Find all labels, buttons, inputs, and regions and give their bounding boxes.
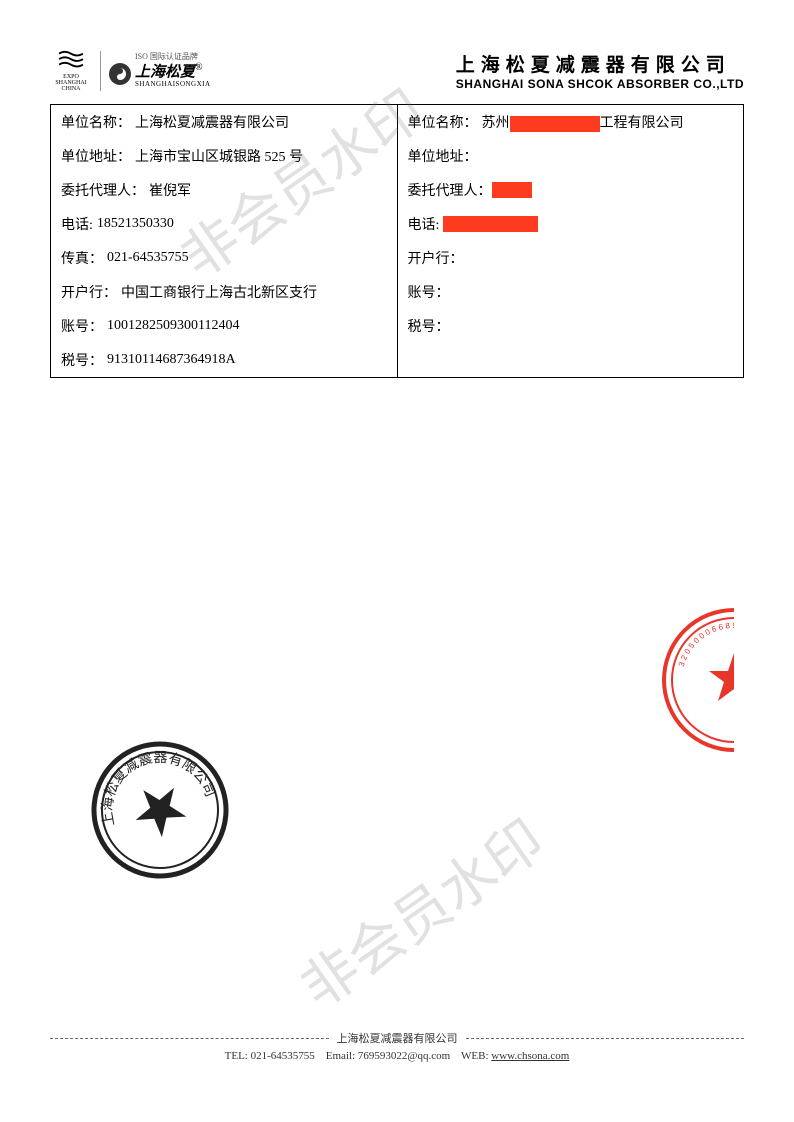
right-addr-row: 单位地址：	[398, 139, 744, 173]
letterhead: EXPO SHANGHAI CHINA ISO 国际认证品牌 上海松夏® SHA…	[50, 50, 744, 92]
value: 021-64535755	[107, 250, 189, 266]
redaction-block	[443, 216, 538, 232]
label: 开户行：	[61, 282, 117, 302]
company-name-cn: 上海松夏减震器有限公司	[456, 50, 744, 77]
svg-text:合同专用章: 合同专用章	[734, 695, 794, 744]
label: 电话:	[61, 214, 93, 234]
brand-text: ISO 国际认证品牌 上海松夏® SHANGHAISONGXIA	[135, 53, 211, 88]
brand-cn: 上海松夏	[135, 64, 195, 80]
footer-line-1: 上海松夏减震器有限公司	[50, 1030, 744, 1046]
value: 苏州 工程有限公司	[482, 112, 684, 132]
expo-sub: SHANGHAI CHINA	[55, 80, 86, 92]
label: 税号：	[61, 350, 103, 370]
value: 上海市宝山区城银路 525 号	[135, 146, 303, 166]
brand-swirl-icon	[109, 63, 131, 85]
footer-line-2: TEL: 021-64535755 Email: 769593022@qq.co…	[50, 1050, 744, 1062]
label: 委托代理人：	[61, 180, 145, 200]
left-column: 单位名称： 上海松夏减震器有限公司 单位地址： 上海市宝山区城银路 525 号 …	[51, 105, 398, 377]
footer-email: 769593022@qq.com	[358, 1050, 450, 1062]
footer-company: 上海松夏减震器有限公司	[333, 1030, 462, 1046]
value: 18521350330	[97, 216, 174, 232]
redaction-block	[492, 182, 532, 198]
value: 中国工商银行上海古北新区支行	[121, 282, 317, 302]
label: 委托代理人：	[408, 180, 492, 200]
left-tel-row: 电话: 18521350330	[51, 207, 397, 241]
brand-block: ISO 国际认证品牌 上海松夏® SHANGHAISONGXIA	[109, 53, 211, 88]
right-tax-row: 税号：	[398, 309, 744, 343]
footer-email-label: Email:	[326, 1050, 355, 1062]
dash-left	[50, 1038, 329, 1039]
label: 账号：	[408, 282, 450, 302]
label: 单位地址：	[61, 146, 131, 166]
right-tel-row: 电话:	[398, 207, 744, 241]
footer-tel: 021-64535755	[251, 1050, 315, 1062]
company-seal-black-icon: 上海松夏减震器有限公司	[61, 711, 258, 908]
footer-web-label: WEB:	[461, 1050, 489, 1062]
left-bank-row: 开户行： 中国工商银行上海古北新区支行	[51, 275, 397, 309]
name-prefix: 苏州	[482, 116, 510, 131]
left-name-row: 单位名称： 上海松夏减震器有限公司	[51, 105, 397, 139]
value: 崔倪军	[149, 180, 191, 200]
label: 单位地址：	[408, 146, 478, 166]
label: 单位名称：	[408, 112, 478, 132]
brand-en: SHANGHAISONGXIA	[135, 81, 211, 89]
footer-tel-label: TEL:	[225, 1050, 248, 1062]
document-page: 非会员水印 非会员水印 EXPO SHANGHAI CHINA	[0, 0, 794, 1122]
right-column: 单位名称： 苏州 工程有限公司 单位地址： 委托代理人： 电话: 开户行： 账号：	[398, 105, 744, 377]
value: 1001282509300112404	[107, 318, 239, 334]
right-agent-row: 委托代理人：	[398, 173, 744, 207]
left-addr-row: 单位地址： 上海市宝山区城银路 525 号	[51, 139, 397, 173]
watermark-2: 非会员水印	[282, 797, 558, 1024]
value: 上海松夏减震器有限公司	[135, 112, 289, 132]
registered-icon: ®	[195, 62, 203, 73]
right-bank-row: 开户行：	[398, 241, 744, 275]
expo-logo-icon: EXPO SHANGHAI CHINA	[50, 50, 92, 92]
info-table: 单位名称： 上海松夏减震器有限公司 单位地址： 上海市宝山区城银路 525 号 …	[50, 104, 744, 378]
right-acct-row: 账号：	[398, 275, 744, 309]
right-name-row: 单位名称： 苏州 工程有限公司	[398, 105, 744, 139]
left-tax-row: 税号： 91310114687364918A	[51, 343, 397, 377]
expo-label: EXPO SHANGHAI CHINA	[50, 74, 92, 92]
letterhead-right: 上海松夏减震器有限公司 SHANGHAI SONA SHCOK ABSORBER…	[456, 50, 744, 91]
left-acct-row: 账号： 1001282509300112404	[51, 309, 397, 343]
label: 单位名称：	[61, 112, 131, 132]
label: 传真：	[61, 248, 103, 268]
vertical-divider	[100, 51, 101, 91]
name-suffix: 工程有限公司	[600, 116, 684, 131]
contract-seal-red-icon: 合同专用章 3 2 0 5 0 0 0 6 6 8 9 7	[659, 605, 794, 755]
footer-web: www.chsona.com	[491, 1050, 569, 1062]
footer: 上海松夏减震器有限公司 TEL: 021-64535755 Email: 769…	[50, 1030, 744, 1062]
redaction-block	[510, 116, 600, 132]
company-name-en: SHANGHAI SONA SHCOK ABSORBER CO.,LTD	[456, 77, 744, 91]
label: 税号：	[408, 316, 450, 336]
label: 账号：	[61, 316, 103, 336]
dash-right	[466, 1038, 745, 1039]
value: 91310114687364918A	[107, 352, 236, 368]
letterhead-left: EXPO SHANGHAI CHINA ISO 国际认证品牌 上海松夏® SHA…	[50, 50, 211, 92]
label: 开户行：	[408, 248, 464, 268]
label: 电话:	[408, 214, 440, 234]
left-agent-row: 委托代理人： 崔倪军	[51, 173, 397, 207]
iso-text: ISO 国际认证品牌	[135, 53, 211, 62]
left-fax-row: 传真： 021-64535755	[51, 241, 397, 275]
